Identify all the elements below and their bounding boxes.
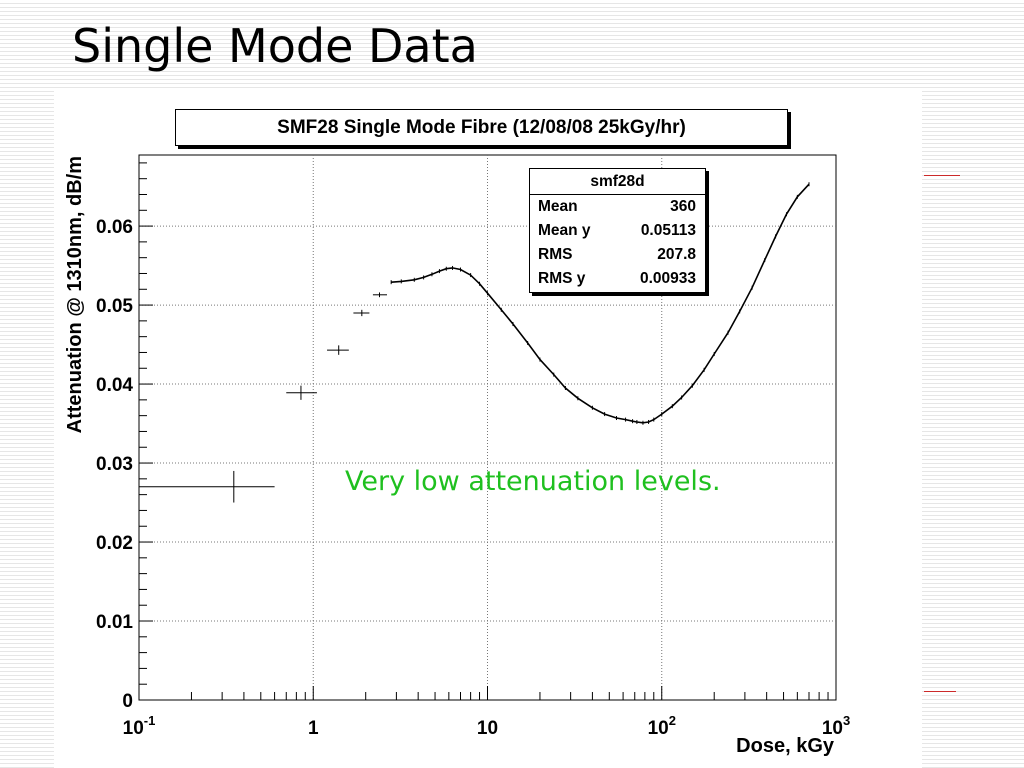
- stats-label: Mean y: [538, 222, 591, 239]
- x-axis-title: Dose, kGy: [736, 735, 835, 757]
- stats-label: RMS y: [538, 270, 586, 287]
- y-axis-title: Attenuation @ 1310nm, dB/m: [64, 156, 86, 433]
- slide-title: Single Mode Data: [72, 19, 478, 73]
- stats-row-rms-y: RMS y 0.00933: [530, 267, 705, 291]
- stats-box: smf28d Mean 360 Mean y 0.05113 RMS 207.8…: [529, 168, 706, 293]
- stats-row-rms: RMS 207.8: [530, 243, 705, 267]
- stats-value: 207.8: [657, 246, 696, 263]
- error-bar-point: [372, 292, 388, 298]
- error-bar-point: [286, 385, 317, 400]
- stats-value: 0.05113: [640, 222, 696, 239]
- x-tick-label: 1: [308, 718, 319, 739]
- stats-value: 0.00933: [639, 270, 696, 287]
- y-tick-label: 0.06: [96, 217, 133, 238]
- stats-box-title: smf28d: [530, 169, 705, 195]
- y-tick-label: 0.01: [96, 612, 133, 633]
- x-tick-label: 10: [477, 718, 498, 739]
- y-tick-label: 0.05: [96, 296, 133, 317]
- x-tick-label: 103: [822, 713, 850, 739]
- y-tick-label: 0.04: [96, 375, 133, 396]
- stats-row-mean-y: Mean y 0.05113: [530, 219, 705, 243]
- annotation-text: Very low attenuation levels.: [345, 466, 721, 497]
- error-bar-point: [353, 309, 370, 317]
- error-bar-point: [327, 345, 349, 355]
- accent-line-bottom: [924, 691, 956, 692]
- x-tick-label: 102: [648, 713, 676, 739]
- stats-label: RMS: [538, 246, 573, 263]
- y-tick-label: 0: [122, 691, 133, 712]
- data-series-line: [391, 183, 810, 424]
- stats-value: 360: [670, 198, 696, 215]
- error-bar-point: [139, 470, 275, 503]
- stats-row-mean: Mean 360: [530, 195, 705, 219]
- x-tick-label: 10-1: [123, 713, 156, 739]
- stats-label: Mean: [538, 198, 578, 215]
- accent-line-top: [924, 175, 960, 176]
- y-tick-label: 0.03: [96, 454, 133, 475]
- y-tick-label: 0.02: [96, 533, 133, 554]
- plot-title: SMF28 Single Mode Fibre (12/08/08 25kGy/…: [175, 109, 788, 146]
